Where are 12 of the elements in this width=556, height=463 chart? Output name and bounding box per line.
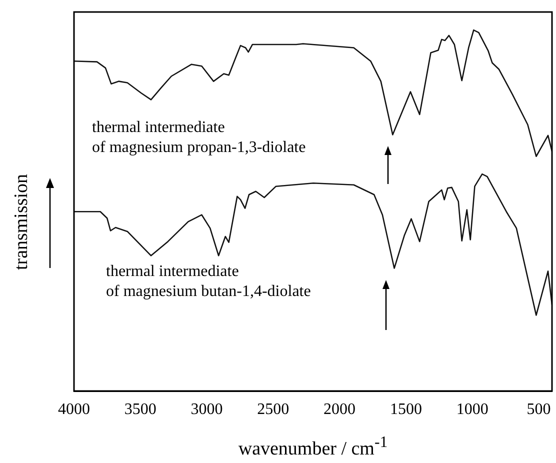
x-tick-label: 3500	[124, 400, 156, 418]
x-tick-label: 1500	[390, 400, 422, 418]
annotation: thermal intermediate of magnesium propan-1,3-diolate	[92, 118, 306, 158]
x-tick-label: 1000	[456, 400, 488, 418]
annotation: thermal intermediate of magnesium butan-1,4-diolate	[106, 262, 311, 302]
x-tick-label: 500	[526, 400, 551, 418]
x-axis-title: wavenumber / cm$^{-1}$	[237, 434, 389, 460]
x-tick-label: 3000	[190, 400, 223, 418]
x-tick-label: 4000	[58, 400, 90, 418]
x-tick-label: 2500	[257, 400, 290, 418]
y-axis-title: transmission	[11, 174, 33, 270]
x-tick-label: 2000	[324, 400, 356, 418]
